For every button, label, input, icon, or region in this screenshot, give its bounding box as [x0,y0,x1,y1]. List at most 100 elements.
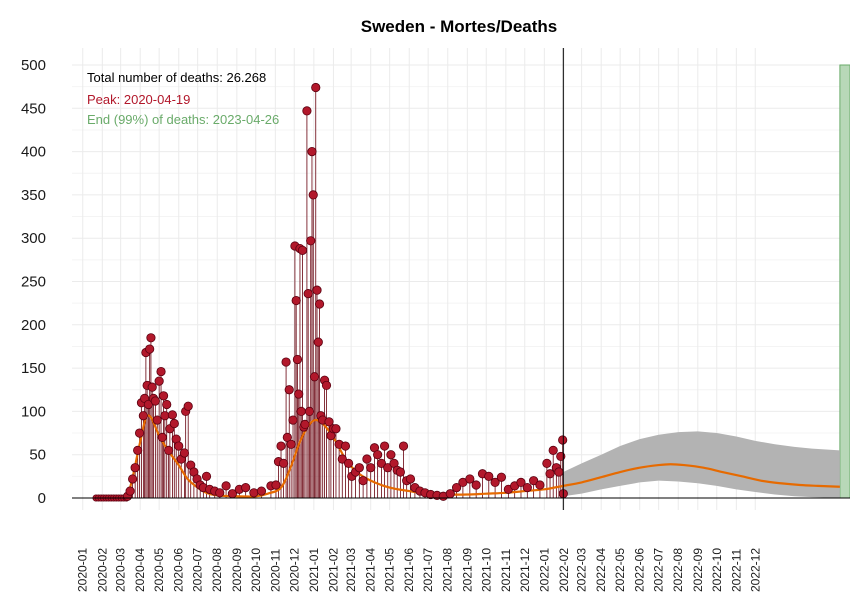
observed-points [92,82,568,502]
observed-point [471,480,481,490]
y-tick-label: 400 [21,144,46,161]
y-tick-label: 500 [21,57,46,74]
observed-point [292,354,303,365]
x-tick-label: 2022-02 [557,548,571,592]
x-tick-label: 2021-06 [402,548,416,592]
observed-point [516,477,526,488]
x-tick-label: 2022-04 [594,548,608,592]
observed-point [154,376,164,386]
observed-point [281,357,291,367]
x-tick-label: 2020-10 [249,548,263,592]
observed-point [376,458,387,468]
observed-point [284,385,294,395]
observed-point [522,483,532,493]
x-tick-label: 2021-03 [344,548,358,592]
x-tick-label: 2021-04 [364,548,378,592]
observed-point [312,285,322,295]
x-tick-label: 2021-12 [518,548,532,592]
observed-point [340,441,351,451]
y-tick-label: 200 [21,317,46,334]
observed-point [282,432,292,442]
x-tick-labels: 2020-01 2020-02 2020-03 2020-04 2020-05 2020-… [76,548,763,592]
observed-point [379,441,390,451]
observed-point [276,441,286,451]
observed-point [395,467,405,477]
observed-point [164,445,174,455]
observed-point [162,399,172,410]
observed-point [496,472,507,482]
observed-point [158,391,169,401]
forecast-band [563,431,840,498]
observed-point [313,337,323,347]
x-tick-label: 2020-11 [268,549,282,592]
observed-point [324,417,334,427]
end-of-deaths-band [839,64,850,499]
observed-point [156,366,166,377]
observed-point [309,372,320,382]
observed-point [134,428,145,438]
observed-point [221,481,231,491]
observed-point [451,483,462,493]
observed-point [311,82,321,93]
observed-point [288,415,298,425]
x-tick-label: 2020-07 [191,548,205,592]
end-band [839,64,850,499]
observed-point [297,245,308,255]
observed-point [303,289,313,299]
observed-point [160,411,170,421]
x-tick-label: 2021-10 [479,548,493,592]
observed-point [302,106,312,116]
observed-stems [127,87,564,498]
observed-point [300,419,310,429]
observed-point [167,410,178,420]
x-tick-label: 2021-05 [383,548,397,592]
chart-title: Sweden - Mortes/Deaths [361,17,558,36]
observed-point [130,463,140,473]
observed-point [133,445,143,455]
observed-point [256,486,267,496]
observed-point [307,147,317,157]
observed-point [125,486,135,496]
observed-point [128,474,138,484]
x-tick-label: 2021-11 [499,549,513,592]
observed-point [535,480,545,490]
observed-point [304,406,315,416]
observed-point [308,190,318,200]
x-tick-label: 2022-10 [710,548,724,592]
x-tick-label: 2020-09 [230,548,244,592]
x-tick-label: 2021-07 [421,548,435,592]
observed-point [321,380,332,391]
y-tick-label: 250 [21,274,46,291]
x-tick-label: 2022-09 [691,548,705,592]
x-tick-label: 2022-03 [575,548,589,592]
x-tick-label: 2022-08 [671,548,685,592]
grid [72,48,850,510]
x-tick-label: 2021-01 [307,548,321,592]
observed-point [152,415,162,425]
observed-point [542,458,552,468]
x-tick-label: 2021-09 [460,548,474,592]
observed-point [306,236,316,246]
observed-point [169,418,179,429]
y-tick-label: 450 [21,100,46,117]
x-tick-label: 2022-11 [729,549,743,592]
x-tick-label: 2022-05 [613,548,627,592]
observed-point [398,441,409,451]
forecast-range [563,431,840,498]
observed-point [147,382,157,392]
x-tick-label: 2020-06 [172,548,186,592]
observed-point [271,480,281,490]
x-tick-label: 2020-04 [133,548,147,592]
observed-point [183,401,193,411]
observed-point [157,432,167,442]
observed-point [138,411,148,421]
observed-point [358,476,368,486]
observed-point [215,488,225,498]
observed-point [201,471,212,481]
x-tick-label: 2021-08 [441,548,455,592]
x-tick-label: 2020-08 [210,548,224,592]
observed-point [366,463,376,473]
observed-point [291,295,301,306]
x-tick-label: 2020-02 [95,548,109,592]
